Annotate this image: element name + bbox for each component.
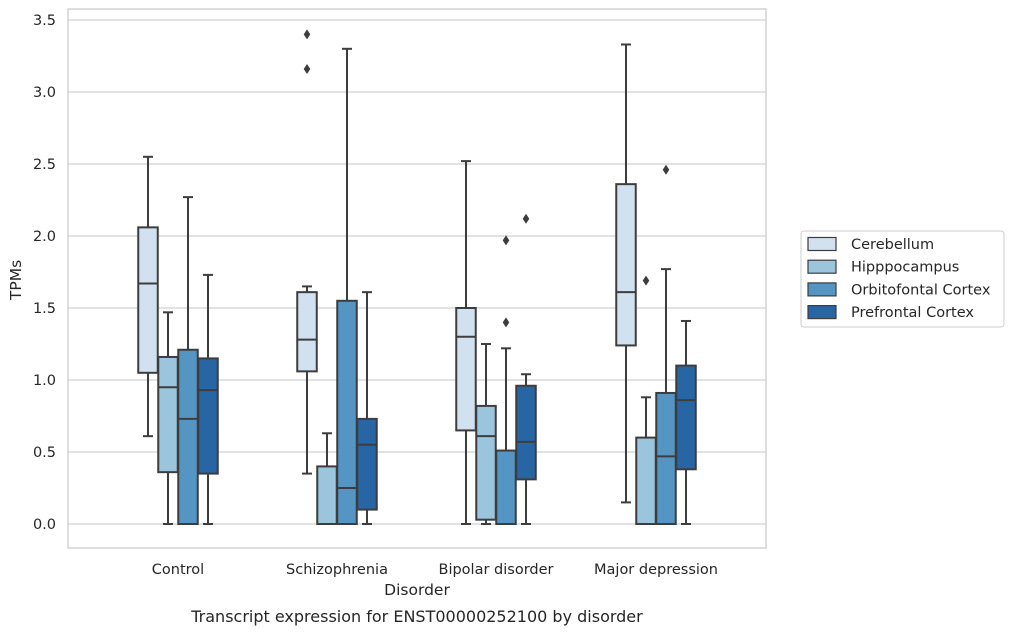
box-iqr [157,355,179,474]
box-iqr [137,226,159,374]
y-tick-labels: 0.0 0.5 1.0 1.5 2.0 2.5 3.0 3.5 [33,13,56,533]
box-iqr [197,357,219,475]
box-iqr [356,417,378,511]
box-cerebellum [137,155,159,438]
box-orbitofontal-cortex [336,47,358,525]
outlier-point [303,63,311,74]
outlier-point [522,213,530,224]
box-iqr [515,384,537,481]
box-prefrontal-cortex [515,213,537,525]
box-iqr [316,465,338,525]
outlier-point [662,164,670,175]
x-axis-title: Disorder [384,581,450,599]
box-hipppocampus [475,343,497,525]
legend-label: Orbitofontal Cortex [851,282,991,298]
x-tick-label: Bipolar disorder [439,562,554,578]
outlier-point [502,317,510,328]
x-tick-label: Control [152,562,204,578]
box-iqr [455,307,477,432]
box-iqr [296,291,318,373]
y-tick-label: 2.5 [33,157,56,173]
box-iqr [655,391,677,525]
box-hipppocampus [635,275,657,526]
box-iqr [475,404,497,521]
legend-label: Hipppocampus [851,260,959,276]
legend: Cerebellum Hipppocampus Orbitofontal Corte… [800,230,1005,328]
box-prefrontal-cortex [197,273,219,525]
x-tick-label: Major depression [594,562,718,578]
x-tick-labels: Control Schizophrenia Bipolar disorder Majo… [152,562,718,578]
box-orbitofontal-cortex [177,196,199,526]
box-cerebellum [455,160,477,525]
y-tick-label: 1.5 [33,301,56,317]
legend-label: Cerebellum [851,237,934,253]
outlier-point [642,275,650,286]
y-tick-label: 0.5 [33,445,56,461]
legend-swatch [807,305,837,320]
y-tick-label: 3.0 [33,85,56,101]
y-axis-title: TPMs [7,260,25,301]
y-tick-label: 3.5 [33,13,56,29]
box-series [137,29,697,526]
y-tick-label: 0.0 [33,517,56,533]
box-iqr [177,348,199,526]
legend-label: Prefrontal Cortex [851,305,974,321]
y-tick-label: 2.0 [33,229,56,245]
box-hipppocampus [316,432,338,525]
plot-frame [67,8,767,549]
outlier-point [303,29,311,40]
box-prefrontal-cortex [675,319,697,525]
x-tick-label: Schizophrenia [286,562,388,578]
legend-frame [800,230,1005,328]
box-cerebellum [296,29,318,475]
box-orbitofontal-cortex [655,164,677,525]
box-iqr [635,436,657,526]
box-iqr [495,449,517,525]
box-iqr [615,183,637,347]
outlier-point [502,235,510,246]
legend-swatch [807,259,837,274]
box-cerebellum [615,43,637,504]
box-iqr [675,364,697,471]
box-hipppocampus [157,311,179,525]
box-prefrontal-cortex [356,291,378,525]
box-orbitofontal-cortex [495,235,517,525]
legend-swatch [807,236,837,252]
y-tick-label: 1.0 [33,373,56,389]
box-iqr [336,299,358,525]
chart-caption: Transcript expression for ENST0000025210… [190,607,643,626]
legend-swatch [807,282,837,297]
